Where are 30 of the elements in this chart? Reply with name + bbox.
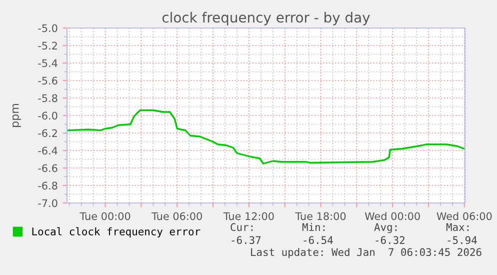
x-tick-label: Wed 06:00 [436, 212, 492, 220]
x-tick-label: Tue 18:00 [295, 212, 346, 220]
chart-title: clock frequency error - by day [162, 12, 370, 26]
y-tick-label: -6.4 [38, 146, 58, 155]
x-tick-label: Tue 06:00 [152, 212, 202, 220]
x-tick-label: Tue 00:00 [80, 212, 130, 220]
y-axis-title: ppm [12, 104, 21, 127]
line-series [67, 109, 465, 164]
text: -5.94 [448, 236, 477, 244]
y-tick-label: -5.8 [38, 94, 58, 102]
text: -6.54 [304, 236, 333, 244]
legend-label: Local clock frequency error [32, 227, 200, 238]
text: -6.37 [232, 236, 261, 244]
y-tick-label: -5.6 [38, 76, 58, 85]
text: Cur: [230, 223, 253, 232]
y-tick-label: -6.2 [38, 129, 57, 138]
text: Last update: Wed Jan 7 06:03:45 2026 [251, 248, 482, 258]
text: -6.32 [376, 236, 404, 244]
text: Min: [302, 222, 325, 231]
y-tick-label: -5.4 [38, 59, 58, 68]
y-tick-label: -5.0 [38, 24, 58, 32]
x-tick-label: Wed 00:00 [364, 212, 420, 220]
text: Avg: [374, 223, 397, 234]
y-tick-label: -7.0 [38, 199, 58, 208]
text: Max: [446, 223, 469, 232]
x-tick-label: Tue 12:00 [223, 212, 274, 220]
y-tick-label: -5.2 [38, 42, 57, 50]
y-tick-label: -6.0 [38, 112, 58, 120]
y-tick-label: -6.8 [38, 182, 58, 190]
y-tick-label: -6.6 [38, 164, 58, 172]
